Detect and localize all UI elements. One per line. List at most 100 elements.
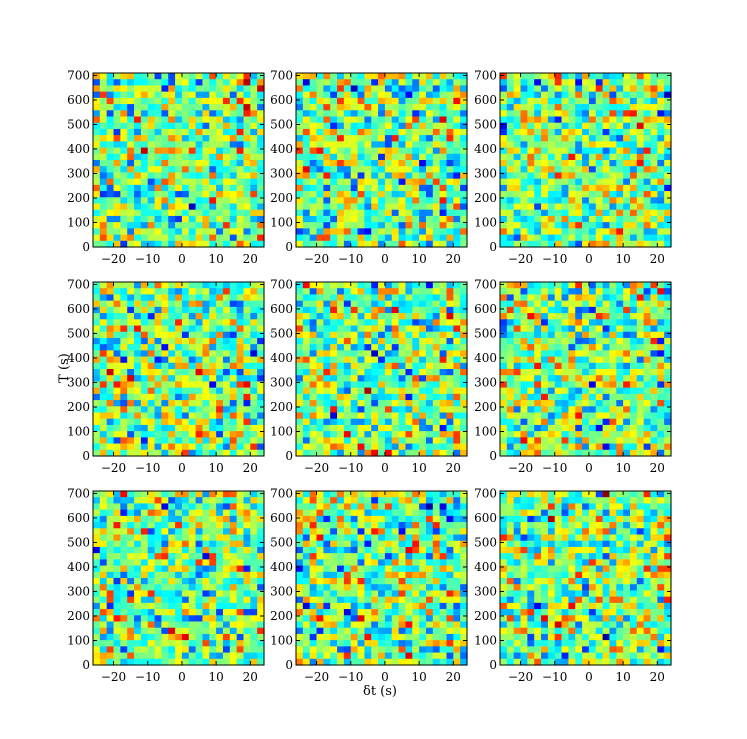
heatmap-cell	[337, 325, 345, 333]
heatmap-cell	[554, 184, 563, 192]
heatmap-cell	[425, 160, 434, 167]
heatmap-cell	[561, 141, 569, 149]
heatmap-cell	[134, 147, 142, 155]
heatmap-cell	[147, 147, 156, 155]
heatmap-cell	[243, 393, 251, 401]
heatmap-cell	[357, 160, 365, 167]
heatmap-cell	[140, 565, 149, 573]
heatmap-cell	[520, 135, 528, 142]
heatmap-cell	[506, 209, 515, 217]
heatmap-cell	[364, 85, 372, 93]
heatmap-cell	[350, 294, 359, 302]
heatmap-cell	[541, 412, 549, 420]
heatmap-cell	[147, 203, 156, 211]
heatmap-cell	[371, 91, 379, 99]
heatmap-cell	[127, 621, 135, 629]
heatmap-cell	[588, 282, 597, 289]
heatmap-cell	[371, 122, 379, 130]
heatmap-cell	[140, 356, 149, 364]
heatmap-cell	[250, 515, 258, 523]
heatmap-cell	[391, 344, 400, 351]
heatmap-cell	[650, 215, 658, 223]
heatmap-cell	[460, 172, 468, 180]
heatmap-cell	[154, 209, 162, 217]
heatmap-cell	[446, 122, 454, 130]
heatmap-cell	[534, 337, 542, 345]
heatmap-cell	[425, 300, 434, 308]
heatmap-cell	[664, 160, 672, 167]
heatmap-cell	[175, 621, 183, 629]
heatmap-cell	[453, 437, 461, 445]
heatmap-cell	[453, 215, 461, 223]
heatmap-cell	[616, 166, 624, 174]
heatmap-cell	[140, 387, 149, 395]
heatmap-cell	[106, 209, 115, 217]
heatmap-cell	[309, 400, 318, 407]
heatmap-cell	[127, 381, 135, 389]
heatmap-cell	[453, 282, 461, 289]
heatmap-cell	[595, 240, 604, 248]
heatmap-cell	[236, 381, 245, 389]
heatmap-cell	[99, 443, 108, 451]
heatmap-cell	[575, 319, 583, 327]
heatmap-cell	[154, 387, 162, 395]
heatmap-cell	[595, 141, 604, 149]
heatmap-cell	[616, 85, 624, 93]
heatmap-cell	[520, 294, 528, 302]
heatmap-cell	[127, 172, 135, 180]
heatmap-cell	[506, 228, 515, 236]
heatmap-cell	[453, 319, 461, 327]
heatmap-cell	[161, 110, 169, 118]
heatmap-cell	[534, 288, 542, 296]
heatmap-cell	[664, 288, 672, 296]
heatmap-cell	[547, 234, 556, 242]
heatmap-cell	[527, 209, 535, 217]
heatmap-cell	[439, 418, 448, 426]
heatmap-cell	[154, 104, 162, 111]
heatmap-cell	[575, 437, 583, 445]
heatmap-cell	[120, 153, 128, 161]
heatmap-cell	[419, 85, 427, 93]
heatmap-cell	[134, 565, 142, 573]
heatmap-cell	[425, 431, 434, 438]
heatmap-cell	[534, 356, 542, 364]
heatmap-cell	[243, 222, 251, 229]
heatmap-cell	[500, 362, 508, 370]
heatmap-cell	[175, 522, 183, 529]
heatmap-cell	[527, 369, 535, 376]
heatmap-cell	[643, 160, 652, 167]
heatmap-cell	[181, 515, 190, 523]
heatmap-cell	[127, 590, 135, 598]
heatmap-cell	[134, 503, 142, 511]
heatmap-cell	[520, 325, 528, 333]
heatmap-cell	[595, 288, 604, 296]
plot-frame	[92, 281, 265, 457]
heatmap-cell	[250, 135, 258, 142]
heatmap-cell	[296, 228, 304, 236]
heatmap-cell	[554, 215, 563, 223]
heatmap-cell	[168, 79, 176, 87]
heatmap-cell	[561, 294, 569, 302]
heatmap-cell	[425, 135, 434, 142]
heatmap-cell	[236, 135, 245, 142]
heatmap-cell	[520, 110, 528, 118]
heatmap-cell	[106, 443, 115, 451]
heatmap-cell	[595, 300, 604, 308]
heatmap-cell	[147, 234, 156, 242]
heatmap-cell	[357, 141, 365, 149]
heatmap-cell	[588, 85, 597, 93]
heatmap-cell	[520, 449, 528, 457]
heatmap-cell	[93, 116, 101, 124]
heatmap-cell	[147, 356, 156, 364]
heatmap-cell	[547, 319, 556, 327]
heatmap-cell	[147, 288, 156, 296]
heatmap-cell	[657, 116, 665, 124]
heatmap-cell	[500, 116, 508, 124]
heatmap-cell	[636, 337, 645, 345]
heatmap-cell	[216, 406, 224, 414]
heatmap-cell	[316, 282, 324, 289]
heatmap-cell	[243, 350, 251, 358]
heatmap-cell	[664, 85, 672, 93]
heatmap-cell	[99, 110, 108, 118]
heatmap-cell	[147, 197, 156, 205]
